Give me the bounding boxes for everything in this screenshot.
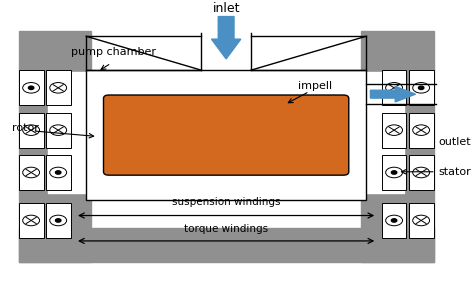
Circle shape: [55, 219, 61, 222]
Bar: [409, 70, 434, 105]
FancyBboxPatch shape: [103, 95, 349, 175]
Bar: [361, 72, 404, 193]
Circle shape: [50, 83, 67, 93]
FancyArrow shape: [211, 17, 241, 59]
Circle shape: [23, 83, 39, 93]
Circle shape: [392, 219, 397, 222]
Text: stator: stator: [438, 167, 471, 177]
Circle shape: [28, 86, 34, 90]
Text: inlet: inlet: [212, 2, 240, 15]
Bar: [86, 70, 366, 200]
Circle shape: [386, 167, 402, 178]
Circle shape: [413, 83, 429, 93]
Bar: [409, 113, 434, 148]
Circle shape: [50, 125, 67, 135]
Bar: [382, 203, 407, 238]
Text: suspension windings: suspension windings: [172, 197, 281, 207]
Bar: [361, 31, 434, 262]
Circle shape: [413, 167, 429, 178]
Bar: [19, 203, 44, 238]
Bar: [409, 155, 434, 190]
Circle shape: [419, 86, 424, 90]
Circle shape: [55, 171, 61, 174]
Text: torque windings: torque windings: [184, 224, 268, 234]
Bar: [19, 228, 434, 262]
Circle shape: [23, 125, 39, 135]
Bar: [48, 72, 91, 193]
Text: impell: impell: [298, 81, 332, 91]
Bar: [409, 203, 434, 238]
Circle shape: [23, 215, 39, 226]
Bar: [46, 203, 71, 238]
Bar: [19, 113, 44, 148]
Circle shape: [386, 215, 402, 226]
Circle shape: [386, 125, 402, 135]
Circle shape: [392, 171, 397, 174]
Circle shape: [23, 167, 39, 178]
Bar: [382, 113, 407, 148]
Bar: [382, 155, 407, 190]
Bar: [19, 31, 91, 262]
Text: rotor: rotor: [12, 123, 39, 133]
Bar: [19, 155, 44, 190]
Circle shape: [413, 125, 429, 135]
Text: pump chamber: pump chamber: [71, 47, 155, 57]
Bar: [46, 155, 71, 190]
Bar: [46, 70, 71, 105]
FancyArrow shape: [370, 86, 416, 102]
Text: outlet: outlet: [438, 137, 471, 147]
Circle shape: [413, 215, 429, 226]
Bar: [19, 70, 44, 105]
Bar: [46, 113, 71, 148]
Circle shape: [386, 83, 402, 93]
Bar: [382, 70, 407, 105]
Circle shape: [50, 215, 67, 226]
Circle shape: [50, 167, 67, 178]
